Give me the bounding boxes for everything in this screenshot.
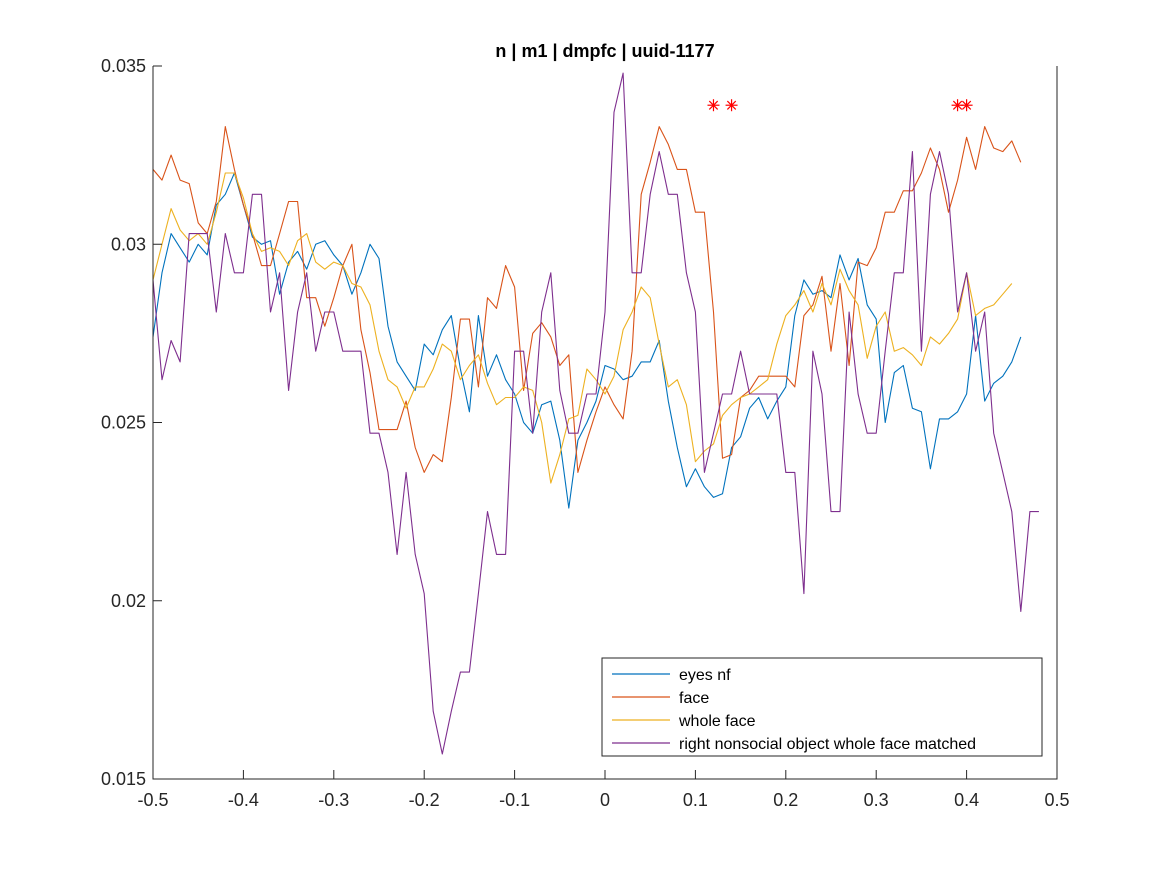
x-tick-label-0: -0.5 — [137, 790, 168, 810]
legend: eyes nf face whole face right nonsocial obj… — [601, 657, 1043, 757]
series-line-3 — [152, 172, 1013, 484]
y-tick-label-1: 0.02 — [111, 591, 146, 611]
significance-marker-layer — [707, 99, 973, 112]
legend-label-4: right nonsocial object whole face matche… — [679, 736, 976, 753]
y-tick-label-0: 0.015 — [101, 769, 146, 789]
series-line-1 — [152, 172, 1022, 509]
legend-label-3: whole face — [678, 713, 756, 730]
legend-label-1: eyes nf — [679, 667, 731, 684]
x-tick-label-9: 0.4 — [954, 790, 979, 810]
x-tick-label-10: 0.5 — [1044, 790, 1069, 810]
x-tick-label-5: 0 — [600, 790, 610, 810]
legend-label-2: face — [679, 690, 709, 707]
tick-layer: -0.5 -0.4 -0.3 -0.2 -0.1 0 0.1 0.2 0.3 0.4 0.5 0.01… — [101, 56, 1070, 810]
asterisk-stroke — [708, 100, 719, 110]
asterisk-stroke — [726, 100, 737, 110]
significance-marker-4 — [960, 99, 973, 112]
series-layer — [152, 72, 1039, 755]
y-tick-label-2: 0.025 — [101, 413, 146, 433]
chart-title: n | m1 | dmpfc | uuid-1177 — [495, 41, 714, 61]
series-line-2 — [152, 126, 1022, 473]
asterisk-stroke — [952, 100, 963, 110]
significance-marker-2 — [725, 99, 738, 112]
y-tick-label-3: 0.03 — [111, 234, 146, 254]
x-tick-label-8: 0.3 — [864, 790, 889, 810]
x-tick-label-2: -0.3 — [318, 790, 349, 810]
x-tick-label-4: -0.1 — [499, 790, 530, 810]
x-tick-label-3: -0.2 — [409, 790, 440, 810]
asterisk-stroke — [961, 100, 972, 110]
x-tick-label-1: -0.4 — [228, 790, 259, 810]
series-line-4 — [152, 72, 1039, 755]
x-tick-label-7: 0.2 — [773, 790, 798, 810]
significance-marker-1 — [707, 99, 720, 112]
legend-box — [601, 657, 1043, 757]
y-tick-label-4: 0.035 — [101, 56, 146, 76]
x-tick-label-6: 0.1 — [683, 790, 708, 810]
